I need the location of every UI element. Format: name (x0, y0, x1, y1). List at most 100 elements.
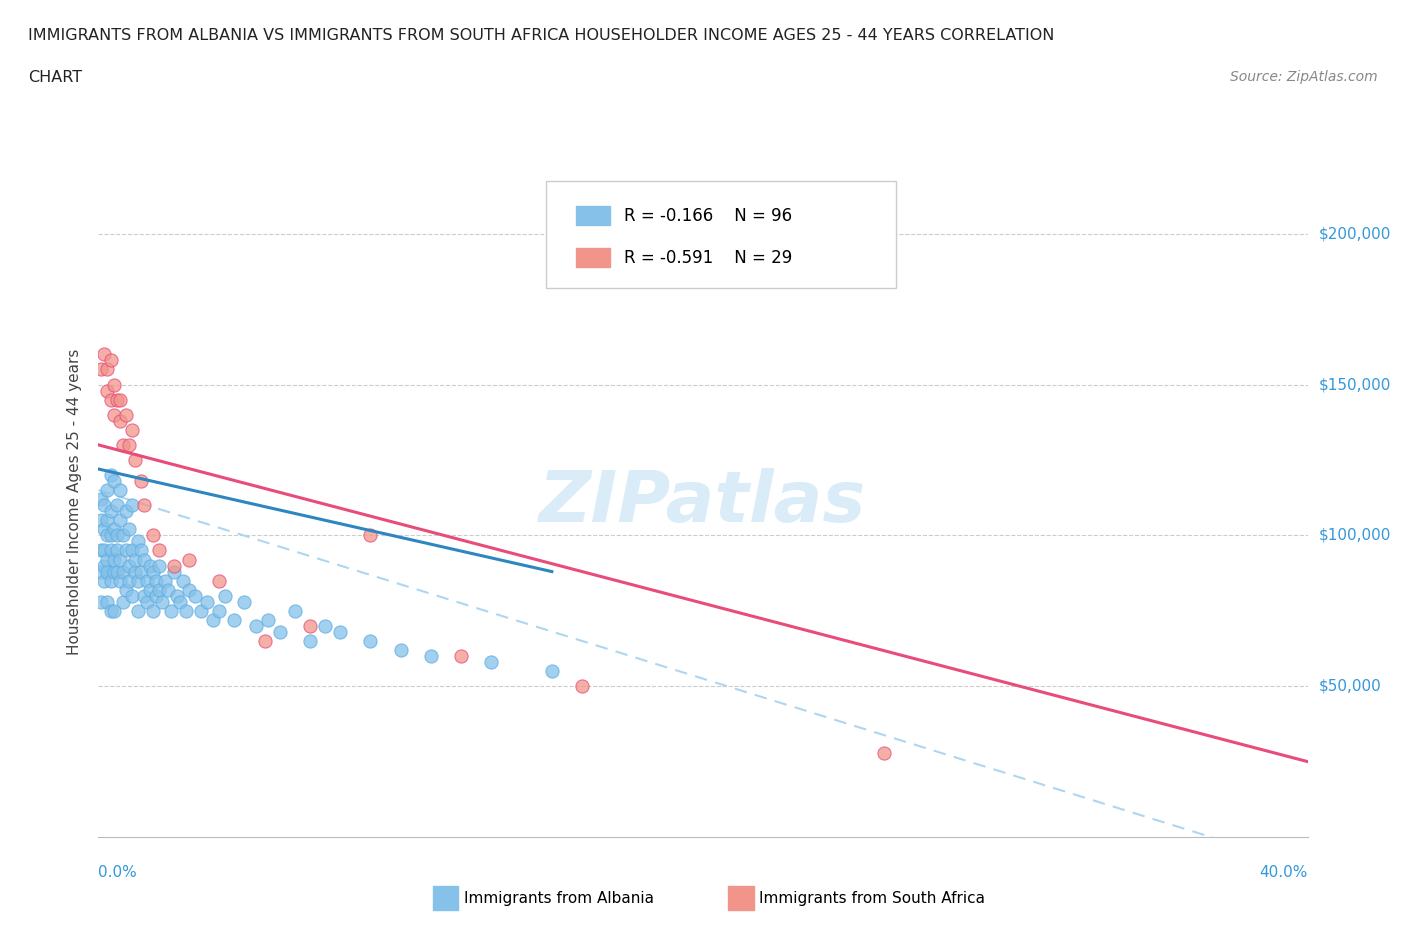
Point (103, 565, 125, 579)
Point (108, 512, 131, 527)
Point (148, 582, 170, 597)
Point (105, 498, 128, 512)
Point (100, 353, 122, 368)
Point (121, 498, 143, 512)
Point (127, 604, 149, 618)
Bar (576, 206, 610, 225)
Point (90, 565, 112, 579)
Point (284, 604, 307, 618)
Point (127, 573, 149, 588)
Point (132, 552, 155, 567)
Point (148, 543, 170, 558)
Point (269, 624, 291, 639)
Point (90, 512, 112, 527)
Point (208, 604, 231, 618)
Point (105, 528, 128, 543)
Point (190, 604, 212, 618)
Point (232, 594, 254, 609)
Point (174, 604, 197, 618)
Point (129, 565, 152, 579)
Point (96, 512, 118, 527)
Text: Immigrants from South Africa: Immigrants from South Africa (759, 891, 986, 906)
Point (96, 362, 118, 377)
Point (124, 552, 146, 567)
Y-axis label: Householder Income Ages 25 - 44 years: Householder Income Ages 25 - 44 years (67, 349, 83, 656)
Point (129, 543, 152, 558)
Point (156, 582, 179, 597)
Point (148, 558, 170, 573)
Point (114, 407, 136, 422)
Point (202, 612, 225, 627)
Point (93, 522, 115, 537)
Point (169, 594, 191, 609)
Point (96, 528, 118, 543)
Text: R = -0.166    N = 96: R = -0.166 N = 96 (624, 206, 793, 225)
Point (100, 543, 122, 558)
Point (124, 565, 146, 579)
Point (111, 565, 134, 579)
Point (419, 648, 441, 663)
Point (121, 422, 143, 437)
Point (100, 528, 122, 543)
Point (118, 437, 141, 452)
Point (93, 347, 115, 362)
Point (93, 558, 115, 573)
Text: CHART: CHART (28, 70, 82, 85)
Point (160, 604, 183, 618)
Point (135, 573, 157, 588)
Point (108, 392, 131, 407)
Point (540, 664, 562, 679)
Point (360, 633, 382, 648)
Point (132, 589, 155, 604)
Point (195, 594, 218, 609)
Point (108, 483, 131, 498)
Point (103, 407, 125, 422)
Point (118, 573, 141, 588)
Point (111, 594, 134, 609)
Point (96, 565, 118, 579)
Point (208, 573, 231, 588)
Text: $200,000: $200,000 (1319, 226, 1391, 241)
Point (90, 594, 112, 609)
Point (96, 594, 118, 609)
Point (100, 392, 122, 407)
FancyBboxPatch shape (546, 180, 897, 288)
Point (145, 573, 167, 588)
Point (150, 594, 173, 609)
Point (103, 522, 125, 537)
Point (142, 565, 165, 579)
Point (111, 437, 134, 452)
Point (256, 612, 278, 627)
Point (873, 745, 896, 760)
Text: ZIPatlas: ZIPatlas (540, 468, 866, 537)
Point (105, 565, 128, 579)
Point (100, 468, 122, 483)
Point (299, 618, 322, 633)
Point (135, 594, 157, 609)
Point (142, 604, 165, 618)
Point (481, 655, 503, 670)
Point (450, 648, 472, 663)
Point (114, 543, 136, 558)
Point (118, 558, 141, 573)
Point (299, 633, 322, 648)
Point (314, 618, 336, 633)
Text: Source: ZipAtlas.com: Source: ZipAtlas.com (1230, 70, 1378, 84)
Bar (576, 248, 610, 267)
Point (93, 543, 115, 558)
Point (132, 498, 155, 512)
Point (129, 473, 152, 488)
Point (103, 604, 125, 618)
Point (329, 624, 352, 639)
Point (571, 679, 593, 694)
Point (93, 573, 115, 588)
Point (100, 604, 122, 618)
Point (214, 589, 236, 604)
Text: 0.0%: 0.0% (98, 865, 138, 880)
Point (184, 589, 207, 604)
Text: $150,000: $150,000 (1319, 377, 1391, 392)
Point (139, 558, 162, 573)
Point (139, 582, 162, 597)
Text: 40.0%: 40.0% (1260, 865, 1308, 880)
Point (127, 534, 149, 549)
